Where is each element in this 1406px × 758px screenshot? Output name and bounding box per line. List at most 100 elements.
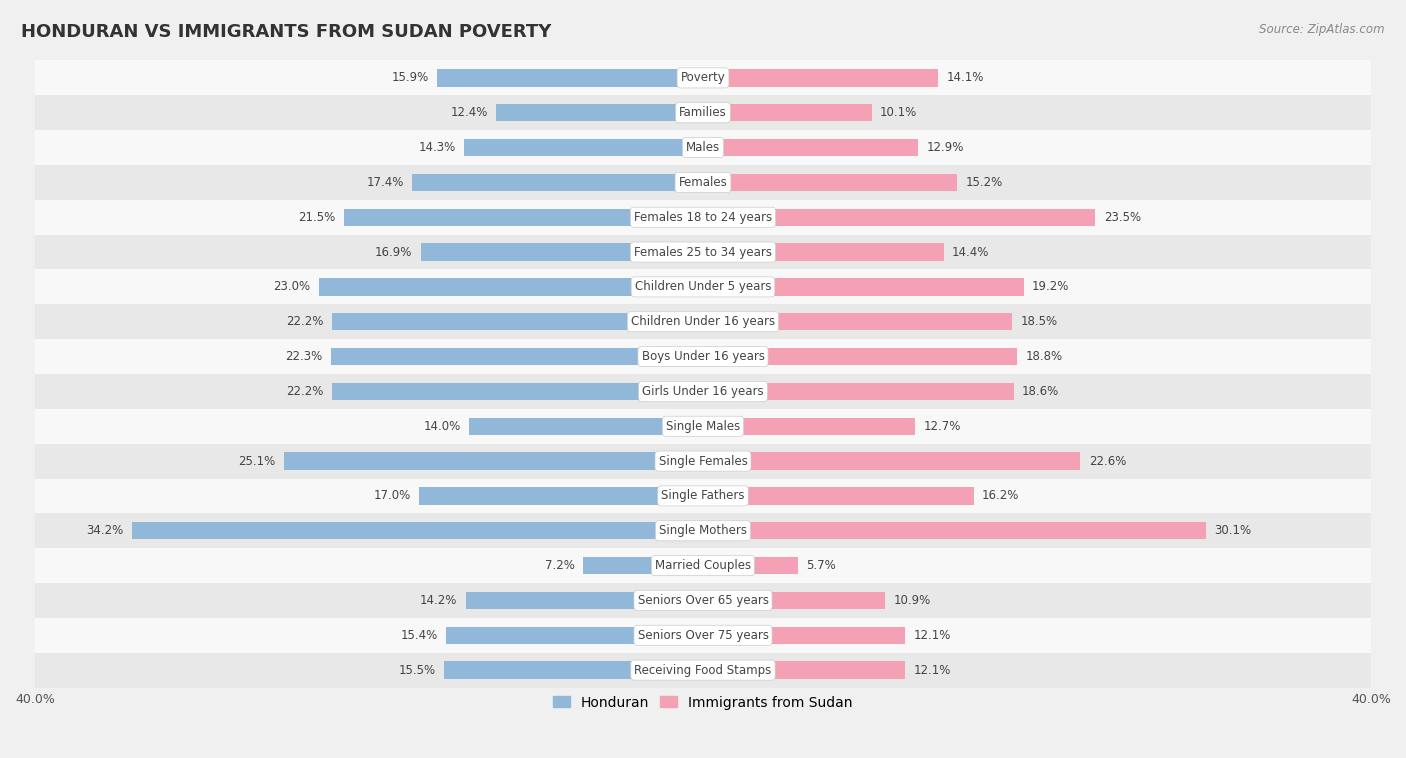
Bar [330,348,703,365]
Bar [703,208,1095,226]
Bar [35,374,1371,409]
Text: 22.6%: 22.6% [1088,455,1126,468]
Bar [703,174,957,191]
Bar [35,409,1371,443]
Text: Boys Under 16 years: Boys Under 16 years [641,350,765,363]
Text: 22.2%: 22.2% [287,385,323,398]
Bar [437,69,703,86]
Text: 18.5%: 18.5% [1021,315,1057,328]
Bar [284,453,703,470]
Text: 12.1%: 12.1% [914,663,950,677]
Text: Males: Males [686,141,720,154]
Bar [332,383,703,400]
Text: Single Females: Single Females [658,455,748,468]
Bar [332,313,703,330]
Bar [444,662,703,679]
Bar [132,522,703,540]
Bar [703,348,1017,365]
Text: Single Fathers: Single Fathers [661,490,745,503]
Bar [35,653,1371,688]
Bar [703,557,799,575]
Text: 16.2%: 16.2% [981,490,1019,503]
Text: 14.0%: 14.0% [423,420,461,433]
Legend: Honduran, Immigrants from Sudan: Honduran, Immigrants from Sudan [548,690,858,715]
Text: Children Under 5 years: Children Under 5 years [634,280,772,293]
Bar [420,243,703,261]
Text: 19.2%: 19.2% [1032,280,1070,293]
Text: Families: Families [679,106,727,119]
Bar [703,278,1024,296]
Text: 12.1%: 12.1% [914,629,950,642]
Text: 30.1%: 30.1% [1213,525,1251,537]
Bar [35,443,1371,478]
Bar [35,618,1371,653]
Bar [703,453,1080,470]
Text: 12.9%: 12.9% [927,141,965,154]
Text: 15.9%: 15.9% [392,71,429,84]
Bar [703,69,938,86]
Bar [703,592,884,609]
Text: 23.5%: 23.5% [1104,211,1140,224]
Text: Poverty: Poverty [681,71,725,84]
Text: 25.1%: 25.1% [238,455,276,468]
Text: 14.2%: 14.2% [420,594,457,607]
Text: 16.9%: 16.9% [375,246,412,258]
Text: 12.7%: 12.7% [924,420,960,433]
Text: Single Mothers: Single Mothers [659,525,747,537]
Bar [35,96,1371,130]
Text: Children Under 16 years: Children Under 16 years [631,315,775,328]
Bar [35,130,1371,165]
Bar [344,208,703,226]
Bar [419,487,703,505]
Bar [412,174,703,191]
Text: 22.3%: 22.3% [285,350,322,363]
Bar [582,557,703,575]
Bar [35,513,1371,548]
Bar [35,200,1371,235]
Text: Seniors Over 75 years: Seniors Over 75 years [637,629,769,642]
Bar [35,270,1371,304]
Bar [35,304,1371,339]
Text: 18.8%: 18.8% [1025,350,1063,363]
Bar [35,235,1371,270]
Bar [35,548,1371,583]
Bar [703,662,905,679]
Text: 14.4%: 14.4% [952,246,990,258]
Bar [703,139,918,156]
Text: Females 25 to 34 years: Females 25 to 34 years [634,246,772,258]
Text: HONDURAN VS IMMIGRANTS FROM SUDAN POVERTY: HONDURAN VS IMMIGRANTS FROM SUDAN POVERT… [21,23,551,41]
Bar [470,418,703,435]
Bar [446,627,703,644]
Text: Married Couples: Married Couples [655,559,751,572]
Bar [703,627,905,644]
Text: 15.2%: 15.2% [965,176,1002,189]
Text: Receiving Food Stamps: Receiving Food Stamps [634,663,772,677]
Text: 17.0%: 17.0% [374,490,411,503]
Bar [35,583,1371,618]
Text: 14.1%: 14.1% [946,71,984,84]
Text: 18.6%: 18.6% [1022,385,1059,398]
Text: Females: Females [679,176,727,189]
Text: 15.5%: 15.5% [399,663,436,677]
Bar [703,418,915,435]
Bar [703,383,1014,400]
Text: 23.0%: 23.0% [273,280,311,293]
Bar [464,139,703,156]
Text: Females 18 to 24 years: Females 18 to 24 years [634,211,772,224]
Text: 10.9%: 10.9% [893,594,931,607]
Text: 12.4%: 12.4% [450,106,488,119]
Text: 10.1%: 10.1% [880,106,917,119]
Bar [703,243,943,261]
Text: 7.2%: 7.2% [544,559,575,572]
Text: 34.2%: 34.2% [86,525,124,537]
Text: Single Males: Single Males [666,420,740,433]
Bar [703,487,973,505]
Bar [35,165,1371,200]
Bar [35,478,1371,513]
Text: Seniors Over 65 years: Seniors Over 65 years [637,594,769,607]
Bar [465,592,703,609]
Text: 22.2%: 22.2% [287,315,323,328]
Bar [703,313,1012,330]
Text: 15.4%: 15.4% [401,629,437,642]
Text: Girls Under 16 years: Girls Under 16 years [643,385,763,398]
